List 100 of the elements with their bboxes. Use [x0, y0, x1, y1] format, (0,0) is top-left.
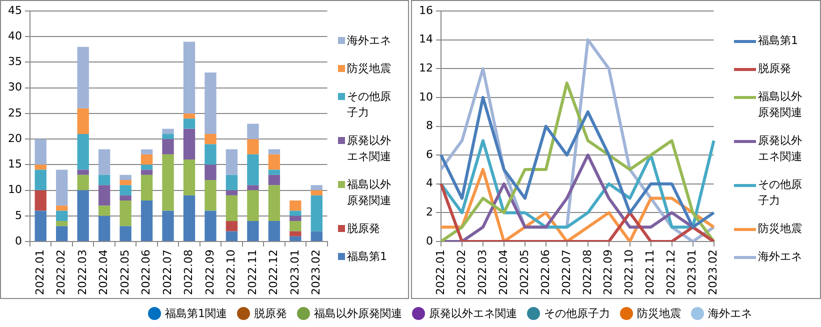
bar: [183, 113, 196, 119]
y-tick-label: 15: [8, 158, 22, 171]
bar: [77, 174, 89, 190]
x-tick-label: 2022.02: [54, 250, 68, 296]
bar: [98, 174, 110, 186]
legend-label: 海外エネ: [347, 33, 392, 49]
bar: [226, 190, 238, 196]
bar: [204, 164, 216, 180]
bar: [56, 221, 68, 226]
bar: [77, 134, 89, 170]
bar: [204, 72, 216, 134]
x-tick-label: 2023.02: [310, 250, 323, 296]
bar: [98, 216, 110, 242]
bar: [140, 174, 153, 201]
x-tick-label: 2022.08: [580, 250, 594, 296]
y-tick-label: 20: [8, 132, 22, 145]
bar: [34, 164, 46, 170]
bar: [204, 134, 216, 144]
bar: [120, 180, 132, 186]
bar: [120, 174, 132, 180]
x-tick-label: 2022.10: [622, 250, 636, 296]
y-tick-label: 6: [426, 148, 433, 161]
text: その他原子力: [544, 306, 610, 321]
bar: [34, 190, 46, 211]
y-tick-label: 14: [418, 32, 433, 46]
bar: [247, 154, 259, 186]
x-tick-label: 2022.02: [454, 250, 468, 296]
bar: [290, 221, 302, 232]
legend-label: 原発以外エネ関連: [758, 133, 802, 165]
bar: [310, 190, 322, 196]
legend-label: 防災地震: [347, 61, 392, 77]
text: 防災地震: [637, 306, 681, 321]
bar: [77, 190, 89, 242]
x-tick-label: 2022.07: [160, 250, 174, 296]
y-tick-label: 10: [418, 90, 433, 104]
x-tick-label: 2022.09: [602, 250, 615, 296]
bar: [183, 128, 196, 160]
y-tick-label: 35: [8, 55, 22, 68]
bar: [310, 185, 322, 190]
y-tick-label: 4: [426, 176, 433, 190]
x-tick-label: 2022.11: [644, 250, 657, 296]
bar: [140, 200, 153, 242]
y-tick-label: 0: [426, 234, 433, 248]
bar: [247, 124, 259, 140]
bar: [98, 149, 110, 175]
bar: [226, 231, 238, 242]
bar: [290, 210, 302, 216]
legend-label: 脱原発: [758, 61, 792, 77]
x-tick-label: 2022.11: [246, 250, 259, 296]
text: 福島第1関連: [165, 306, 227, 321]
x-tick-label: 2022.09: [203, 250, 216, 296]
bar: [204, 180, 216, 211]
bar: [310, 195, 322, 232]
bar: [226, 174, 238, 190]
y-tick-label: 8: [426, 119, 433, 132]
x-tick-label: 2022.03: [476, 250, 489, 296]
bar: [290, 200, 302, 211]
x-tick-label: 2022.12: [664, 250, 678, 296]
bar: [34, 170, 46, 190]
x-tick-label: 2022.12: [267, 250, 280, 296]
x-tick-label: 2022.08: [182, 250, 196, 296]
bar: [140, 164, 153, 170]
x-tick-label: 2022.03: [76, 250, 89, 296]
bar: [268, 149, 280, 154]
bar: [77, 170, 89, 175]
x-tick-label: 2022.01: [434, 250, 447, 296]
bar: [162, 134, 174, 140]
legend-label: 福島以外原発関連: [758, 89, 802, 121]
bar: [140, 170, 153, 175]
x-tick-label: 2022.04: [496, 250, 510, 296]
bar: [183, 118, 196, 129]
bar: [56, 206, 68, 211]
text: 海外エネ: [708, 306, 752, 321]
x-tick-label: 2022.06: [140, 250, 153, 296]
bar: [226, 149, 238, 175]
legend-label: その他原子力: [758, 177, 802, 209]
y-tick-label: 16: [418, 4, 433, 17]
bar: [120, 195, 132, 201]
bar: [226, 195, 238, 222]
bar: [183, 195, 196, 242]
bar: [120, 226, 132, 242]
x-tick-label: 2022.05: [518, 250, 531, 296]
bar: [77, 108, 89, 134]
x-tick-label: 2023.01: [686, 250, 699, 296]
bar: [140, 154, 153, 165]
bar: [290, 236, 302, 242]
bar: [56, 170, 68, 206]
x-tick-label: 2022.07: [560, 250, 573, 296]
x-tick-label: 2022.05: [118, 250, 132, 296]
y-tick-label: 0: [14, 234, 22, 248]
bar: [268, 221, 280, 242]
legend-label: 海外エネ: [758, 249, 802, 265]
y-tick-label: 5: [14, 208, 22, 222]
bar: [162, 210, 174, 242]
bar: [140, 149, 153, 154]
legend-label: 福島以外原発関連: [347, 177, 392, 209]
bar: [290, 231, 302, 236]
bar: [226, 221, 238, 232]
bar: [268, 185, 280, 222]
legend-label: 原発以外エネ関連: [347, 133, 392, 165]
